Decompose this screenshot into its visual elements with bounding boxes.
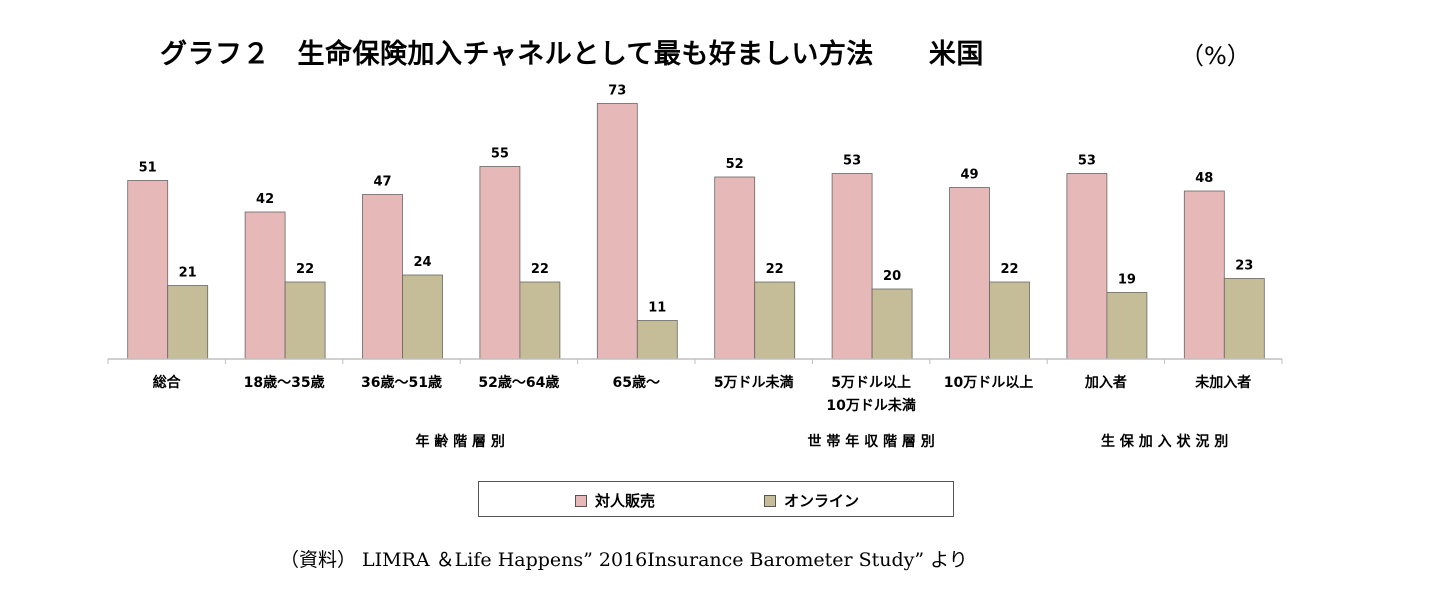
bar-series2-2 (402, 274, 443, 360)
source-note: （資料） LIMRA ＆Life Happens” 2016Insurance … (280, 549, 968, 571)
data-label-series2-6: 20 (883, 269, 901, 284)
bar-series2-8 (1106, 292, 1148, 360)
legend-swatch-series2 (764, 494, 776, 507)
legend-swatch-series1 (575, 494, 587, 507)
data-label-series1-1: 42 (256, 192, 274, 207)
bar-series1-6 (831, 173, 873, 360)
data-label-series1-2: 47 (373, 175, 391, 190)
category-label-9: 未加入者 (1195, 374, 1251, 391)
legend-item-series1: 対人販売 (575, 490, 655, 511)
bar-series2-3 (519, 281, 561, 360)
bar-series2-7 (989, 281, 1030, 360)
data-label-series2-9: 23 (1235, 259, 1253, 274)
data-label-series1-4: 73 (608, 84, 626, 99)
data-label-series1-5: 52 (726, 157, 744, 172)
chart-title: グラフ２ 生命保険加入チャネルとして最も好ましい方法 米国 (160, 39, 984, 70)
data-label-series1-8: 53 (1078, 154, 1096, 169)
category-label-5: 5万ドル未満 (714, 374, 794, 391)
legend-label-series2: オンライン (784, 492, 860, 510)
category-label-7: 10万ドル以上 (944, 375, 1033, 391)
data-label-series1-7: 49 (960, 168, 978, 183)
data-label-series2-5: 22 (766, 262, 784, 277)
group-label-0: 年 齢 階 層 別 (415, 433, 505, 450)
category-label-1: 18歳～35歳 (244, 374, 325, 391)
bar-series1-2 (362, 194, 403, 360)
data-label-series2-8: 19 (1118, 273, 1136, 288)
data-label-series1-0: 51 (139, 161, 157, 176)
data-label-series1-3: 55 (491, 147, 509, 162)
bar-series1-5 (714, 176, 756, 360)
bar-series1-8 (1066, 173, 1108, 360)
bar-series2-1 (284, 281, 326, 360)
data-label-series1-9: 48 (1195, 171, 1213, 186)
bar-series2-5 (754, 281, 796, 360)
bar-series2-4 (636, 320, 678, 360)
category-label-4: 65歳～ (613, 374, 660, 391)
data-label-series2-3: 22 (531, 262, 549, 277)
category-label-2: 36歳～51歳 (361, 374, 442, 391)
group-label-2: 生 保 加 入 状 況 別 (1101, 433, 1228, 450)
bar-series2-6 (871, 288, 913, 360)
bar-series1-0 (127, 180, 169, 360)
bar-series1-4 (596, 103, 638, 360)
data-label-series2-2: 24 (413, 255, 431, 270)
bar-chart: 51 21 総合 42 22 18歳～35歳 47 24 36歳～51歳 55 22 52歳～64歳 7… (107, 84, 1283, 450)
data-label-series2-1: 22 (296, 262, 314, 277)
legend: 対人販売 オンライン (478, 481, 954, 517)
data-label-series1-6: 53 (843, 154, 861, 169)
bar-series1-9 (1183, 190, 1225, 360)
legend-label-series1: 対人販売 (595, 492, 656, 510)
category-label-6-line1: 10万ドル未満 (826, 397, 915, 414)
bar-series1-3 (479, 166, 521, 360)
data-label-series2-7: 22 (1000, 262, 1018, 277)
data-label-series2-0: 21 (179, 266, 197, 281)
unit-label: （%） (1180, 42, 1251, 70)
category-label-3: 52歳～64歳 (478, 374, 559, 391)
category-label-0: 総合 (153, 374, 182, 391)
bar-series2-9 (1223, 278, 1265, 360)
bar-series2-0 (167, 285, 209, 360)
bar-series1-7 (949, 187, 990, 360)
category-label-6: 5万ドル以上 (831, 375, 911, 391)
category-label-8: 加入者 (1084, 375, 1127, 391)
legend-item-series2: オンライン (764, 490, 859, 511)
bar-series1-1 (244, 211, 286, 360)
group-label-1: 世 帯 年 収 階 層 別 (807, 433, 934, 450)
data-label-series2-4: 11 (648, 301, 666, 316)
